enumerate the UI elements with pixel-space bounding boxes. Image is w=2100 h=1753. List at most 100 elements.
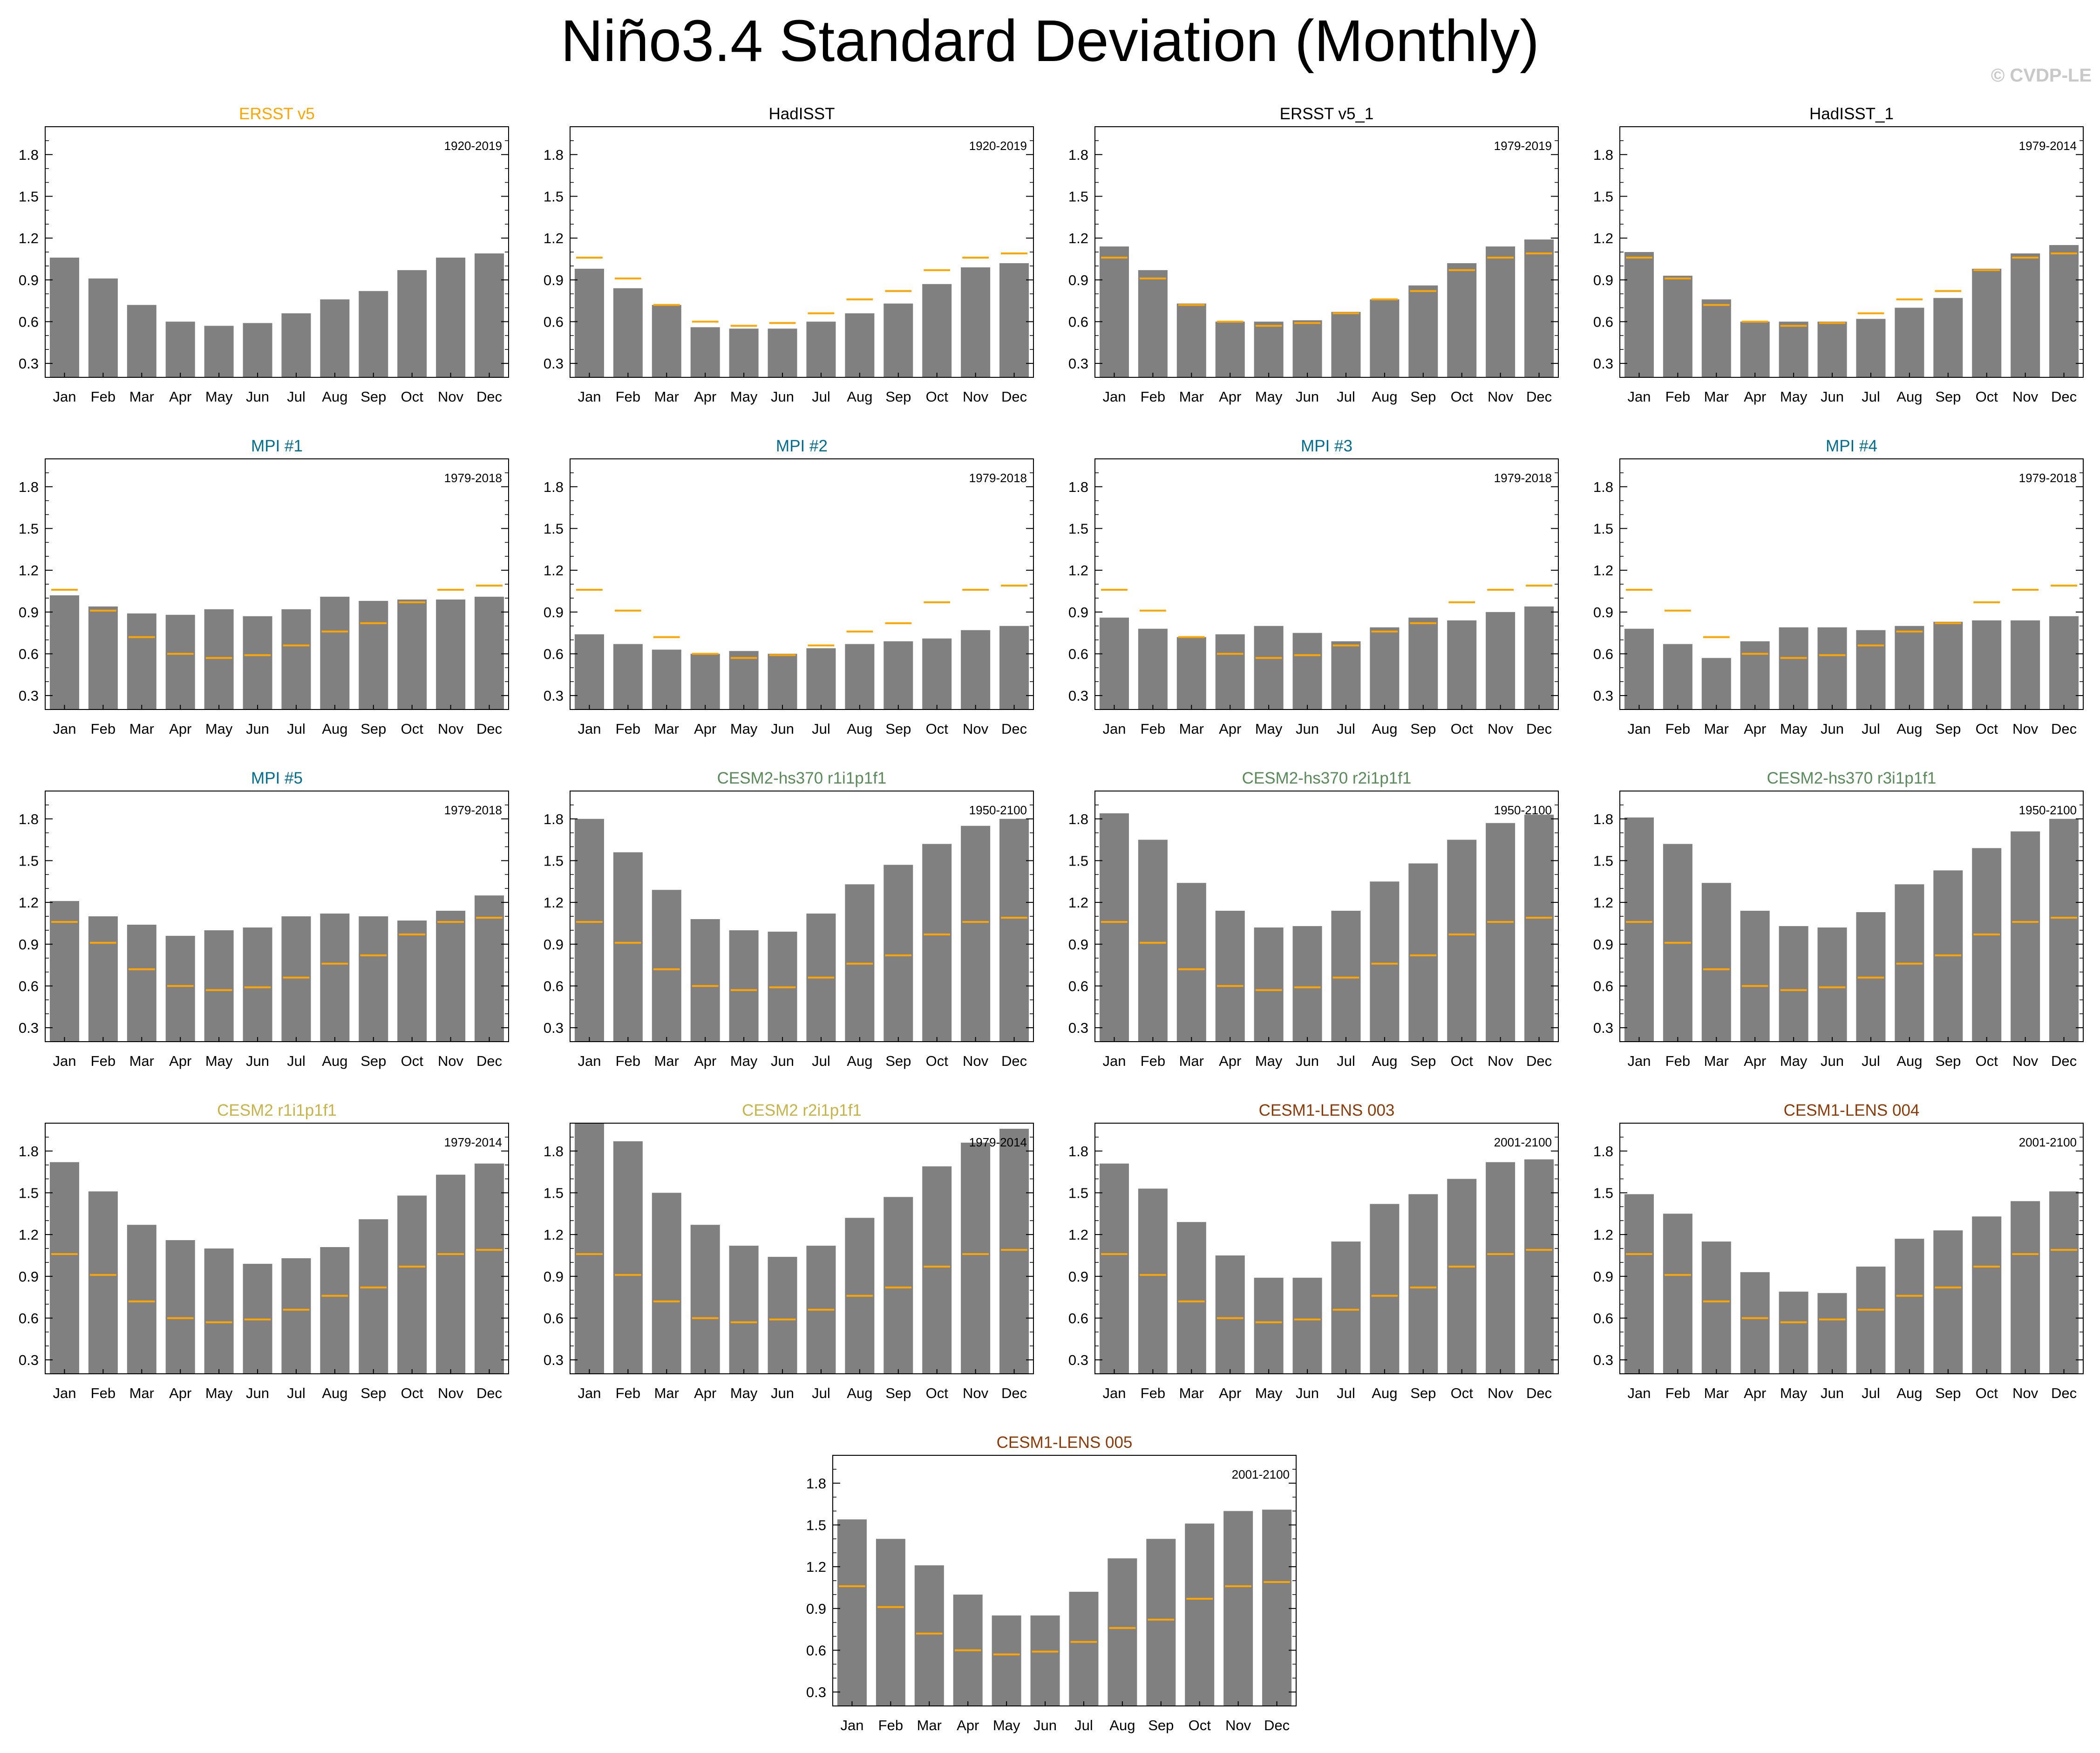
bar xyxy=(1740,911,1770,1042)
x-tick-label: Dec xyxy=(2051,1053,2077,1069)
chart-panel: 0.3 0.6 0.9 1.2 1.5 1.8 Jan Feb Mar Apr May Jun Jul A… xyxy=(806,1433,1297,1733)
y-tick-label: 0.3 xyxy=(1068,1020,1088,1036)
x-tick-label: Aug xyxy=(322,389,347,405)
x-tick-label: Sep xyxy=(885,389,911,405)
bar xyxy=(1370,1204,1400,1374)
y-tick-label: 0.6 xyxy=(1593,314,1613,330)
x-tick-label: Mar xyxy=(129,1385,154,1401)
bar xyxy=(1663,1214,1692,1374)
chart-panel: 0.3 0.6 0.9 1.2 1.5 1.8 Jan Feb Mar Apr May Jun Jul A… xyxy=(1593,769,2084,1069)
x-tick-label: Jan xyxy=(1102,1053,1126,1069)
y-tick-label: 0.3 xyxy=(1593,1020,1613,1036)
period-label: 1950-2100 xyxy=(2019,803,2077,817)
x-tick-label: Jan xyxy=(1102,721,1126,737)
bar xyxy=(922,844,952,1042)
bar xyxy=(2049,1191,2079,1374)
bar xyxy=(359,1219,388,1374)
x-tick-label: May xyxy=(1780,721,1808,737)
bar xyxy=(1292,633,1322,709)
x-tick-label: Feb xyxy=(1665,721,1690,737)
y-tick-label: 1.5 xyxy=(19,853,39,869)
y-tick-label: 0.3 xyxy=(544,688,564,704)
y-tick-label: 1.2 xyxy=(544,230,564,246)
bar xyxy=(690,327,720,377)
x-tick-label: Apr xyxy=(1744,1053,1766,1069)
bar xyxy=(1895,1239,1924,1374)
bar xyxy=(999,263,1029,377)
bar xyxy=(1069,1591,1099,1706)
bar xyxy=(1740,321,1770,377)
y-tick-label: 0.3 xyxy=(544,1352,564,1368)
y-tick-label: 0.9 xyxy=(1593,1269,1613,1285)
bar xyxy=(1108,1558,1137,1706)
period-label: 1950-2100 xyxy=(1494,803,1552,817)
bar xyxy=(2011,620,2040,709)
chart-panel: 0.3 0.6 0.9 1.2 1.5 1.8 Jan Feb Mar Apr May Jun Jul A… xyxy=(19,437,509,737)
x-tick-label: Nov xyxy=(963,721,989,737)
bar xyxy=(1331,312,1361,377)
x-tick-label: Aug xyxy=(322,721,347,737)
y-tick-label: 0.9 xyxy=(19,1269,39,1285)
bar xyxy=(1447,263,1477,377)
x-tick-label: Apr xyxy=(1219,1053,1241,1069)
chart-panel: 0.3 0.6 0.9 1.2 1.5 1.8 Jan Feb Mar Apr May Jun Jul A… xyxy=(544,1101,1034,1401)
panel-title: MPI #4 xyxy=(1826,437,1877,455)
y-tick-label: 0.9 xyxy=(544,272,564,288)
bar xyxy=(1254,927,1284,1042)
bar xyxy=(1138,628,1168,709)
x-tick-label: Nov xyxy=(438,389,464,405)
x-tick-label: Aug xyxy=(1372,1053,1397,1069)
bar xyxy=(1972,268,2002,377)
chart-panel: 0.3 0.6 0.9 1.2 1.5 1.8 Jan Feb Mar Apr May Jun Jul A… xyxy=(544,769,1034,1069)
bar xyxy=(999,1128,1029,1374)
x-tick-label: May xyxy=(730,1385,758,1401)
bar xyxy=(1817,321,1847,377)
x-tick-label: Jun xyxy=(246,1053,269,1069)
bar xyxy=(88,1191,118,1374)
x-tick-label: May xyxy=(1255,1053,1283,1069)
bar xyxy=(1624,628,1654,709)
y-tick-label: 1.5 xyxy=(1593,188,1613,205)
bar xyxy=(397,599,427,709)
bar xyxy=(883,865,913,1042)
x-tick-label: Dec xyxy=(1526,1385,1552,1401)
bar xyxy=(1099,617,1129,709)
x-tick-label: Aug xyxy=(322,1053,347,1069)
period-label: 2001-2100 xyxy=(2019,1135,2077,1149)
x-tick-label: Dec xyxy=(476,389,502,405)
watermark: © CVDP-LE xyxy=(1991,65,2092,86)
x-tick-label: Aug xyxy=(322,1385,347,1401)
y-tick-label: 0.3 xyxy=(1593,688,1613,704)
y-tick-label: 0.9 xyxy=(544,936,564,953)
y-tick-label: 0.3 xyxy=(19,355,39,372)
y-tick-label: 1.5 xyxy=(544,1185,564,1201)
x-tick-label: Jan xyxy=(1102,1385,1126,1401)
y-tick-label: 0.6 xyxy=(19,646,39,662)
x-tick-label: Mar xyxy=(129,1053,154,1069)
x-tick-label: Oct xyxy=(1451,389,1474,405)
x-tick-label: Jun xyxy=(1296,389,1319,405)
bar xyxy=(2049,245,2079,377)
y-tick-label: 1.2 xyxy=(19,230,39,246)
bar xyxy=(1933,298,1963,377)
bar xyxy=(883,1197,913,1374)
bar xyxy=(1099,246,1129,377)
bar xyxy=(49,1162,79,1374)
x-tick-label: Jan xyxy=(1627,1053,1651,1069)
bar xyxy=(876,1539,905,1706)
bar xyxy=(165,614,195,709)
x-tick-label: Mar xyxy=(1179,1053,1204,1069)
x-tick-label: May xyxy=(730,1053,758,1069)
bar xyxy=(127,305,156,377)
bar xyxy=(1486,246,1516,377)
bar xyxy=(1146,1539,1176,1706)
x-tick-label: Mar xyxy=(654,1053,679,1069)
x-tick-label: Sep xyxy=(1148,1717,1174,1733)
bar xyxy=(1447,1179,1477,1374)
bar xyxy=(1779,926,1808,1042)
chart-panel: 0.3 0.6 0.9 1.2 1.5 1.8 Jan Feb Mar Apr May Jun Jul A… xyxy=(1593,1101,2084,1401)
x-tick-label: Apr xyxy=(1744,721,1766,737)
x-tick-label: Feb xyxy=(1141,389,1165,405)
x-tick-label: Apr xyxy=(1744,389,1766,405)
y-tick-label: 0.9 xyxy=(1593,272,1613,288)
